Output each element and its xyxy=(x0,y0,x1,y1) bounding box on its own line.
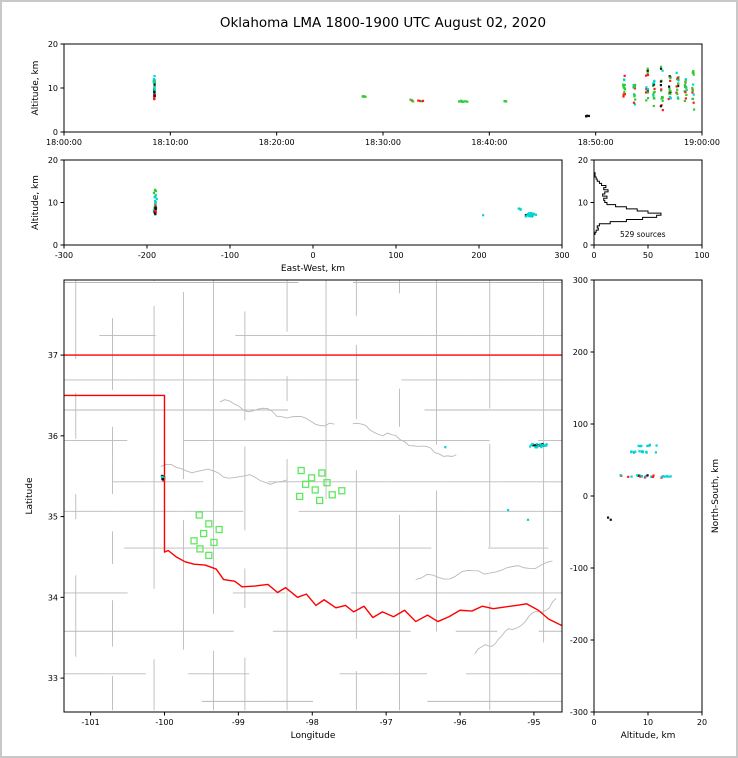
panel-plan_map: -101 -100 -99 -98 -97 -96 -95 33 34 35 36 37 Longitu… xyxy=(25,279,563,741)
svg-text:33: 33 xyxy=(48,674,58,683)
lma-station-marker xyxy=(297,466,305,475)
lma-station-marker xyxy=(318,469,326,477)
plot-area-ns_height xyxy=(606,443,672,521)
lma-station-marker xyxy=(307,474,316,482)
svg-text:-99: -99 xyxy=(232,718,245,727)
svg-text:East-West, km: East-West, km xyxy=(281,264,345,274)
svg-text:18:40:00: 18:40:00 xyxy=(471,138,507,147)
lma-station-marker xyxy=(311,486,319,494)
lma-station-marker xyxy=(210,538,218,547)
plot-area-time_height xyxy=(152,65,696,118)
svg-text:-300: -300 xyxy=(55,251,73,260)
svg-text:0: 0 xyxy=(591,718,596,727)
svg-text:-98: -98 xyxy=(306,718,319,727)
svg-text:Altitude, km: Altitude, km xyxy=(621,731,676,741)
svg-text:20: 20 xyxy=(48,156,58,165)
svg-text:0: 0 xyxy=(53,128,58,137)
svg-text:-100: -100 xyxy=(570,564,588,573)
river-county-line xyxy=(474,598,557,655)
panel-frame xyxy=(63,159,563,246)
svg-text:-300: -300 xyxy=(570,708,588,717)
lma-station-marker xyxy=(315,496,324,505)
svg-text:-96: -96 xyxy=(453,718,466,727)
svg-text:19:00:00: 19:00:00 xyxy=(684,138,720,147)
svg-text:North-South, km: North-South, km xyxy=(711,459,721,533)
lma-station-marker xyxy=(195,511,203,519)
svg-text:10: 10 xyxy=(578,199,588,208)
altitude-histogram-line xyxy=(594,160,662,245)
panel-ew_height: -300 -200 -100 0 100 200 300 0 10 20 East-West, km… xyxy=(31,156,570,274)
sources-count-label: 529 sources xyxy=(620,230,666,239)
lma-station-marker xyxy=(190,537,198,545)
lma-station-marker xyxy=(328,491,336,499)
svg-text:-97: -97 xyxy=(380,718,393,727)
svg-text:0: 0 xyxy=(53,241,58,250)
river-county-line xyxy=(219,399,335,427)
svg-text:0: 0 xyxy=(310,251,315,260)
svg-text:20: 20 xyxy=(578,156,588,165)
svg-text:10: 10 xyxy=(48,199,58,208)
svg-text:0: 0 xyxy=(583,241,588,250)
panel-frame xyxy=(63,43,703,133)
svg-text:-95: -95 xyxy=(527,718,540,727)
svg-text:18:20:00: 18:20:00 xyxy=(259,138,295,147)
svg-text:Longitude: Longitude xyxy=(291,731,336,741)
lma-station-marker xyxy=(205,551,213,559)
lma-station-marker xyxy=(301,480,310,488)
svg-text:100: 100 xyxy=(573,420,588,429)
svg-text:Altitude, km: Altitude, km xyxy=(31,175,41,230)
svg-text:18:30:00: 18:30:00 xyxy=(365,138,401,147)
svg-text:Altitude, km: Altitude, km xyxy=(31,61,41,116)
svg-text:300: 300 xyxy=(573,276,588,285)
svg-text:200: 200 xyxy=(471,251,486,260)
svg-text:10: 10 xyxy=(643,718,653,727)
svg-text:0: 0 xyxy=(591,251,596,260)
plot-area-plan_map xyxy=(64,280,562,711)
svg-text:18:50:00: 18:50:00 xyxy=(578,138,614,147)
plot-area-alt_histogram xyxy=(594,160,662,245)
svg-text:-200: -200 xyxy=(138,251,156,260)
svg-text:Latitude: Latitude xyxy=(25,477,35,515)
svg-text:-101: -101 xyxy=(82,718,100,727)
svg-text:-200: -200 xyxy=(570,636,588,645)
svg-text:200: 200 xyxy=(573,348,588,357)
lma-station-marker xyxy=(296,492,304,501)
panel-time_height: 18:00:00 18:10:00 18:20:00 18:30:00 18:40:00… xyxy=(31,40,720,147)
panel-frame xyxy=(593,279,703,713)
lma-station-marker xyxy=(338,487,346,495)
river-county-line xyxy=(352,422,457,457)
lma-station-marker xyxy=(205,520,213,528)
svg-text:50: 50 xyxy=(643,251,653,260)
svg-text:300: 300 xyxy=(554,251,569,260)
svg-text:-100: -100 xyxy=(155,718,173,727)
plot-area-ew_height xyxy=(152,188,538,218)
river-county-line xyxy=(160,463,287,485)
panel-alt_histogram: 529 sources 0 50 100 0 10 20 xyxy=(578,156,710,260)
svg-text:20: 20 xyxy=(697,718,707,727)
panel-frame xyxy=(63,279,563,713)
svg-text:18:10:00: 18:10:00 xyxy=(152,138,188,147)
figure-title: Oklahoma LMA 1800-1900 UTC August 02, 20… xyxy=(219,15,547,31)
svg-text:18:00:00: 18:00:00 xyxy=(46,138,82,147)
river-county-line xyxy=(415,560,553,581)
svg-text:100: 100 xyxy=(388,251,403,260)
svg-text:0: 0 xyxy=(583,492,588,501)
lma-station-marker xyxy=(323,479,331,487)
svg-text:-100: -100 xyxy=(221,251,239,260)
lma-station-marker xyxy=(215,525,223,534)
lma-station-marker xyxy=(199,529,208,538)
svg-text:10: 10 xyxy=(48,84,58,93)
svg-text:34: 34 xyxy=(48,593,58,602)
svg-text:20: 20 xyxy=(48,40,58,49)
svg-text:37: 37 xyxy=(48,351,58,360)
lma-station-marker xyxy=(196,545,204,553)
svg-text:35: 35 xyxy=(48,513,58,522)
svg-text:36: 36 xyxy=(48,432,58,441)
svg-text:100: 100 xyxy=(694,251,709,260)
panel-ns_height: 0 10 20 -300 -200 -100 0 100 200 300 Altitude, km N… xyxy=(570,276,721,741)
state-border xyxy=(64,394,562,627)
